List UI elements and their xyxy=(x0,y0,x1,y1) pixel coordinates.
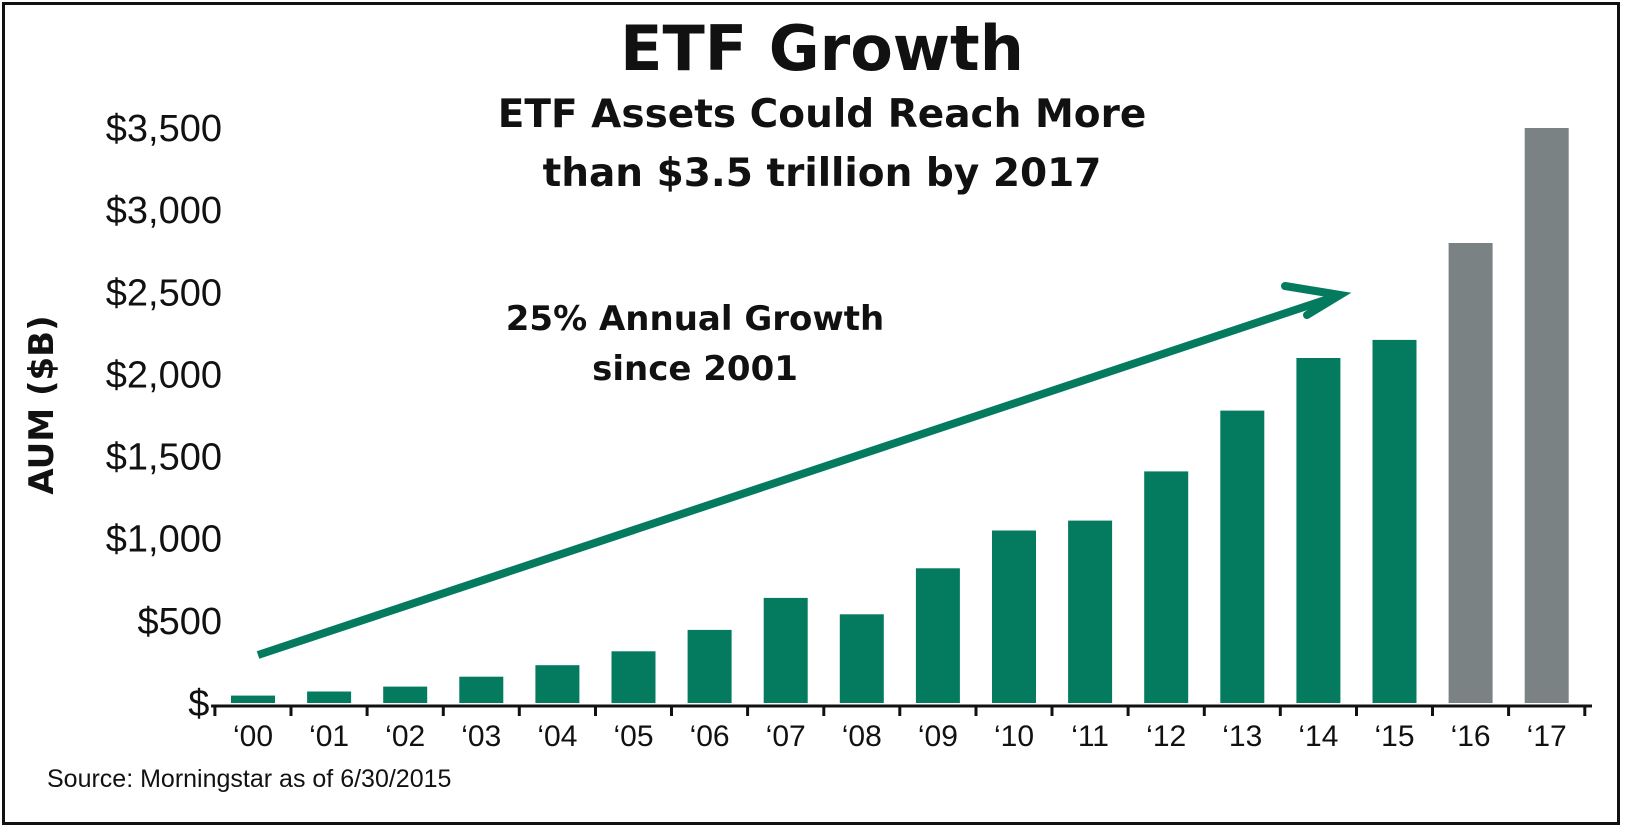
bar xyxy=(535,665,580,703)
x-tick-label: ‘14 xyxy=(1298,720,1338,753)
x-tick-label: ‘10 xyxy=(994,720,1034,753)
y-axis-ticks: $- $500 $1,000 $1,500 $2,000 $2,500 $3,000 $3,5… xyxy=(106,108,222,725)
y-tick-label: $1,000 xyxy=(106,519,222,561)
bar xyxy=(763,597,808,703)
x-tick-label: ‘11 xyxy=(1071,720,1109,753)
source-note: Source: Morningstar as of 6/30/2015 xyxy=(47,765,451,793)
bar xyxy=(459,676,504,703)
x-tick-label: ‘02 xyxy=(385,720,425,753)
x-tick-label: ‘13 xyxy=(1222,720,1262,753)
y-tick-label: $- xyxy=(188,683,222,725)
x-tick-label: ‘08 xyxy=(842,720,882,753)
bar xyxy=(687,629,732,703)
y-tick-label: $2,000 xyxy=(106,354,222,396)
x-tick-label: ‘04 xyxy=(537,720,577,753)
bar xyxy=(611,651,656,704)
x-axis-ticks: ‘00 ‘01 ‘02 ‘03 ‘04 ‘05 ‘06 ‘07 ‘08 ‘09 ‘10 ‘11 ‘12 ‘… xyxy=(213,706,1587,753)
growth-arrow-shaft xyxy=(256,291,1342,659)
y-tick-label: $3,500 xyxy=(106,108,222,150)
bar xyxy=(307,691,352,703)
chart-title: ETF Growth xyxy=(620,12,1024,85)
x-tick-label: ‘05 xyxy=(613,720,653,753)
bar xyxy=(1296,358,1341,703)
bar-series xyxy=(231,128,1569,704)
growth-arrow-head xyxy=(1281,282,1352,319)
annotation-line-2: since 2001 xyxy=(592,349,798,389)
y-tick-label: $500 xyxy=(137,601,222,643)
bar xyxy=(839,614,884,703)
x-tick-label: ‘17 xyxy=(1527,720,1567,753)
chart-subtitle-line-1: ETF Assets Could Reach More xyxy=(498,92,1147,137)
y-axis-label: AUM ($B) xyxy=(22,315,62,494)
x-tick-label: ‘01 xyxy=(309,720,349,753)
x-tick-label: ‘15 xyxy=(1374,720,1414,753)
bar xyxy=(1372,339,1417,703)
bar xyxy=(1448,243,1493,703)
bar xyxy=(231,695,275,703)
bar xyxy=(1144,471,1189,703)
y-tick-label: $2,500 xyxy=(106,272,222,314)
bar xyxy=(1220,410,1265,703)
x-tick-label: ‘03 xyxy=(461,720,501,753)
y-tick-label: $1,500 xyxy=(106,437,222,479)
bar xyxy=(383,686,428,703)
growth-trend-arrow xyxy=(256,282,1352,659)
x-tick-label: ‘12 xyxy=(1146,720,1186,753)
x-tick-label: ‘06 xyxy=(690,720,730,753)
x-tick-label: ‘07 xyxy=(766,720,806,753)
annotation-line-1: 25% Annual Growth xyxy=(506,299,884,339)
bar xyxy=(992,530,1036,703)
x-tick-label: ‘16 xyxy=(1451,720,1491,753)
y-tick-label: $3,000 xyxy=(106,190,222,232)
bar xyxy=(1524,128,1569,703)
x-tick-label: ‘00 xyxy=(233,720,273,753)
x-tick-label: ‘09 xyxy=(918,720,958,753)
chart-subtitle-line-2: than $3.5 trillion by 2017 xyxy=(543,151,1102,196)
bar xyxy=(915,568,960,703)
bar xyxy=(1068,520,1113,703)
